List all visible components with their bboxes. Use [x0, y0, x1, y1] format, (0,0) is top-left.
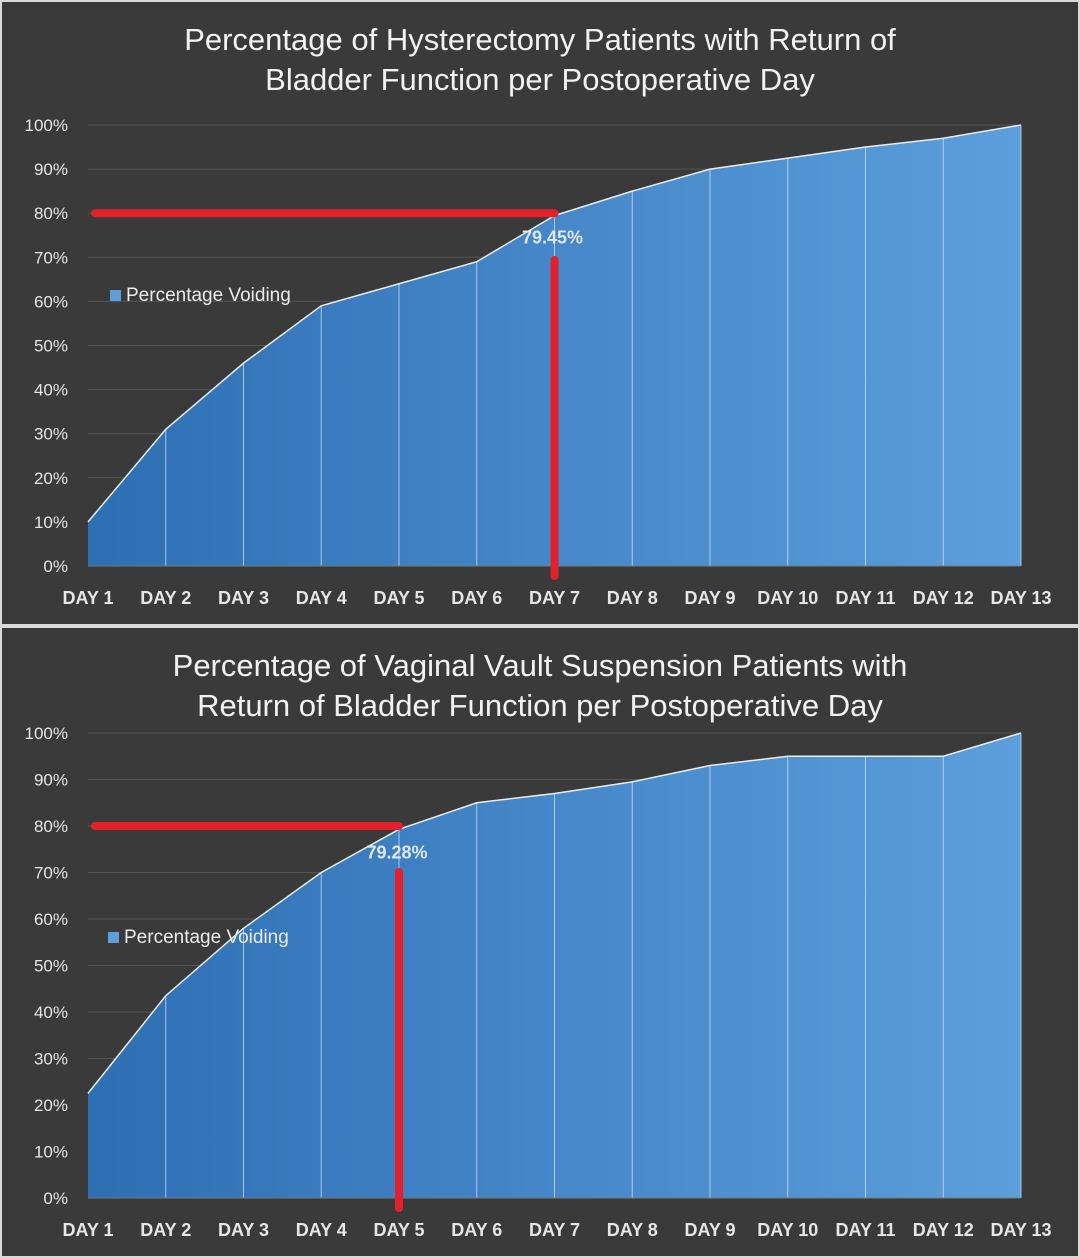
- y-tick-label: 100%: [25, 116, 68, 135]
- legend-label: Percentage Voiding: [126, 285, 291, 306]
- y-tick-label: 0%: [43, 1189, 68, 1208]
- x-tick-label: DAY 8: [607, 588, 658, 608]
- y-tick-label: 80%: [34, 204, 68, 223]
- x-tick-label: DAY 4: [296, 1220, 347, 1240]
- y-tick-label: 10%: [34, 1143, 68, 1162]
- y-tick-label: 50%: [34, 957, 68, 976]
- x-tick-label: DAY 10: [757, 588, 818, 608]
- data-label: 79.28%: [366, 842, 427, 862]
- y-tick-label: 80%: [34, 817, 68, 836]
- legend-label: Percentage Voiding: [124, 927, 289, 948]
- series-line: [87, 732, 1022, 1094]
- x-tick-label: DAY 5: [373, 1220, 424, 1240]
- y-tick-label: 40%: [34, 381, 68, 400]
- chart-title-line-2: Bladder Function per Postoperative Day: [265, 62, 815, 97]
- y-tick-label: 70%: [34, 248, 68, 267]
- chart-canvas: 0% 10% 20% 30% 40% 50% 60% 70% 80% 90% 100% DAY 1 DA…: [25, 724, 1052, 1240]
- y-tick-label: 10%: [34, 513, 68, 532]
- x-tick-label: DAY 11: [835, 588, 895, 608]
- y-tick-label: 50%: [34, 337, 68, 356]
- x-tick-label: DAY 4: [296, 588, 347, 608]
- legend-swatch: [108, 932, 119, 943]
- x-tick-label: DAY 5: [373, 588, 424, 608]
- y-tick-label: 40%: [34, 1003, 68, 1022]
- x-tick-label: DAY 12: [913, 1220, 974, 1240]
- x-tick-label: DAY 3: [218, 588, 269, 608]
- chart-title: Percentage of Hysterectomy Patients with…: [2, 20, 1078, 100]
- y-tick-label: 90%: [34, 771, 68, 790]
- x-tick-label: DAY 10: [757, 1220, 818, 1240]
- x-tick-label: DAY 1: [62, 1220, 113, 1240]
- x-tick-label: DAY 6: [451, 588, 502, 608]
- x-tick-label: DAY 8: [607, 1220, 658, 1240]
- y-tick-label: 30%: [34, 425, 68, 444]
- x-tick-label: DAY 6: [451, 1220, 502, 1240]
- legend-swatch: [110, 290, 121, 301]
- y-tick-label: 70%: [34, 864, 68, 883]
- chart-panel-hysterectomy: 0% 10% 20% 30% 40% 50% 60% 70% 80% 90% 100% DAY 1 DA…: [2, 2, 1078, 624]
- chart-title-line-2: Return of Bladder Function per Postopera…: [197, 688, 883, 723]
- y-tick-label: 90%: [34, 160, 68, 179]
- y-tick-label: 30%: [34, 1050, 68, 1069]
- x-tick-label: DAY 2: [140, 588, 191, 608]
- x-tick-label: DAY 11: [835, 1220, 895, 1240]
- x-tick-label: DAY 7: [529, 1220, 580, 1240]
- y-tick-label: 20%: [34, 469, 68, 488]
- data-label: 79.45%: [522, 228, 583, 248]
- y-tick-label: 0%: [43, 557, 68, 576]
- y-tick-label: 60%: [34, 910, 68, 929]
- x-tick-label: DAY 9: [684, 588, 735, 608]
- y-tick-label: 100%: [25, 724, 68, 743]
- chart-title-line-1: Percentage of Vaginal Vault Suspension P…: [172, 648, 908, 683]
- x-tick-label: DAY 12: [913, 588, 974, 608]
- y-tick-label: 20%: [34, 1096, 68, 1115]
- chart-panel-vaginal-vault: 0% 10% 20% 30% 40% 50% 60% 70% 80% 90% 100% DAY 1 DA…: [2, 628, 1078, 1256]
- x-tick-label: DAY 3: [218, 1220, 269, 1240]
- x-tick-label: DAY 9: [684, 1220, 735, 1240]
- x-tick-label: DAY 1: [62, 588, 113, 608]
- x-tick-label: DAY 2: [140, 1220, 191, 1240]
- chart-title: Percentage of Vaginal Vault Suspension P…: [2, 646, 1078, 726]
- x-tick-label: DAY 7: [529, 588, 580, 608]
- chart-title-line-1: Percentage of Hysterectomy Patients with…: [184, 22, 896, 57]
- chart-canvas: 0% 10% 20% 30% 40% 50% 60% 70% 80% 90% 100% DAY 1 DA…: [25, 116, 1052, 608]
- x-tick-label: DAY 13: [990, 588, 1051, 608]
- y-tick-label: 60%: [34, 292, 68, 311]
- x-tick-label: DAY 13: [990, 1220, 1051, 1240]
